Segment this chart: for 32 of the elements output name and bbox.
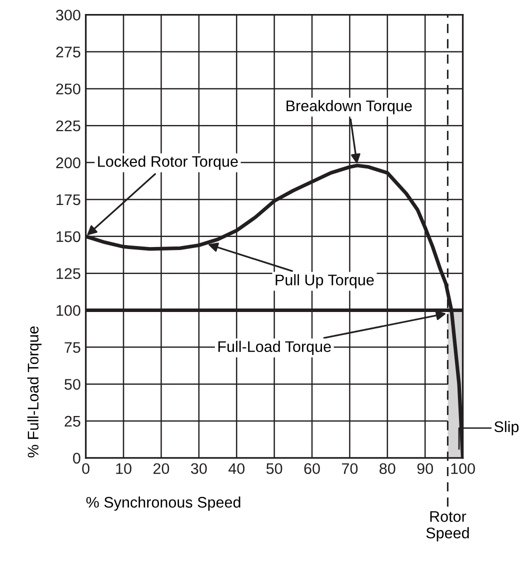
x-tick-label: 50: [266, 463, 282, 474]
y-tick-label: 0: [73, 452, 80, 464]
x-tick-label: 60: [304, 463, 320, 474]
ref-line-label: Full-Load Torque: [218, 340, 331, 356]
x-tick-label: 70: [342, 463, 358, 474]
x-tick-label: 40: [228, 463, 244, 474]
x-tick-label: 30: [190, 463, 207, 474]
x-tick-label: 10: [116, 463, 132, 474]
annotation: Locked Rotor Torque: [98, 156, 238, 170]
y-tick-label: 250: [56, 84, 80, 94]
ref-line-label: Rotor Speed: [426, 511, 469, 542]
y-tick-label: 200: [56, 157, 80, 168]
x-tick-label: 90: [417, 463, 433, 474]
y-axis-title: % Full-Load Torque: [27, 326, 42, 458]
x-tick-label: 100: [451, 463, 475, 474]
y-tick-label: 25: [64, 416, 80, 427]
x-tick-label: 20: [153, 463, 170, 474]
y-tick-label: 75: [64, 342, 80, 353]
y-tick-label: 300: [56, 10, 80, 21]
band-label: Slip: [494, 420, 519, 436]
y-tick-label: 125: [56, 268, 80, 280]
y-tick-label: 150: [56, 231, 80, 242]
x-tick-label: 80: [380, 463, 396, 474]
x-axis-title: % Synchronous Speed: [86, 496, 240, 511]
x-tick-label: 0: [82, 463, 90, 474]
y-tick-label: 175: [56, 194, 80, 206]
y-tick-label: 100: [56, 305, 80, 316]
annotation: Pull Up Torque: [276, 274, 374, 288]
annotation: Breakdown Torque: [286, 100, 412, 114]
y-tick-label: 275: [56, 46, 80, 58]
y-tick-label: 225: [56, 120, 80, 132]
y-tick-label: 50: [64, 378, 80, 390]
